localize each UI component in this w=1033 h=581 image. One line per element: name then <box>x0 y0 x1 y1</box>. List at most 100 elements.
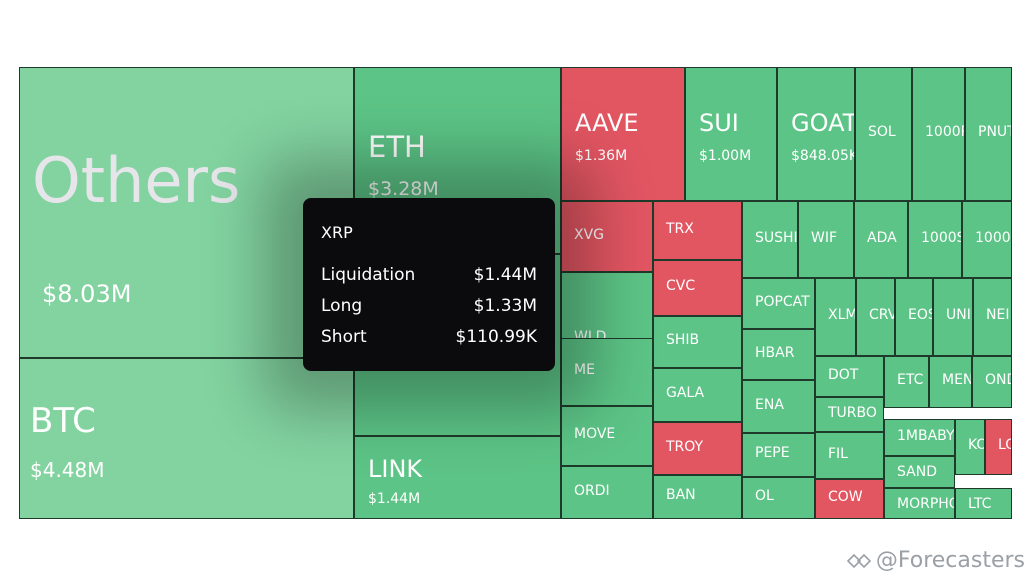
treemap-tile-btc[interactable]: BTC $4.48M <box>19 358 354 519</box>
tile-symbol: OL <box>755 488 774 504</box>
tile-symbol: COW <box>828 489 863 505</box>
treemap-tile-eos[interactable]: EOS <box>895 278 933 356</box>
tile-symbol: 1MBABY <box>897 428 955 444</box>
treemap-tile-ban[interactable]: BAN <box>653 475 742 519</box>
treemap-tile-ond[interactable]: OND <box>972 356 1012 408</box>
treemap-tile-morpho[interactable]: MORPHO <box>884 488 955 519</box>
treemap-tile-xlm[interactable]: XLM <box>815 278 856 356</box>
treemap-tile-me[interactable]: ME <box>561 338 653 406</box>
treemap-tile-shib[interactable]: SHIB <box>653 316 742 368</box>
tooltip-label: Short <box>321 327 367 347</box>
tile-symbol: XLM <box>828 307 856 323</box>
treemap-tile-goat[interactable]: GOAT $848.05K <box>777 67 855 201</box>
treemap-tile-1000b[interactable]: 1000B <box>962 201 1012 278</box>
tile-symbol: TURBO <box>828 405 877 421</box>
treemap-tile-others[interactable]: Others $8.03M <box>19 67 354 358</box>
tile-value: $1.00M <box>699 148 752 164</box>
treemap-tile-sushi[interactable]: SUSHI <box>742 201 798 278</box>
tile-symbol: HBAR <box>755 345 795 361</box>
treemap-tile-1mbaby[interactable]: 1MBABY <box>884 419 955 456</box>
liquidation-treemap: Others$8.03MBTC$4.48METH$3.28MXRP$1.44ML… <box>19 67 1012 519</box>
treemap-tile-sol[interactable]: SOL <box>855 67 912 201</box>
tile-value: $4.48M <box>30 458 105 482</box>
tile-symbol: LINK <box>368 455 423 483</box>
treemap-tile-wif[interactable]: WIF <box>798 201 854 278</box>
treemap-tile-1000s[interactable]: 1000S <box>908 201 962 278</box>
tile-symbol: XVG <box>574 227 605 243</box>
tile-symbol: 1000B <box>975 230 1011 246</box>
tile-symbol: BAN <box>666 487 696 503</box>
tile-symbol: LO <box>998 437 1011 453</box>
treemap-tile-hbar[interactable]: HBAR <box>742 329 815 380</box>
tile-symbol: SUSHI <box>755 230 798 246</box>
treemap-tile-fil[interactable]: FIL <box>815 432 884 479</box>
tile-symbol: OND <box>985 372 1011 388</box>
tile-value: $1.36M <box>575 148 628 164</box>
diamond-logo-icon <box>846 553 871 568</box>
hover-tooltip: XRP Liquidation $1.44M Long $1.33M Short… <box>303 198 555 371</box>
tile-symbol: NEI <box>986 307 1010 323</box>
treemap-tile-crv[interactable]: CRV <box>856 278 895 356</box>
treemap-tile-sui[interactable]: SUI $1.00M <box>685 67 777 201</box>
treemap-tile-ol[interactable]: OL <box>742 477 815 519</box>
treemap-tile-nei[interactable]: NEI <box>973 278 1012 356</box>
treemap-tile-ltc[interactable]: LTC <box>955 488 1012 519</box>
treemap-tile-move[interactable]: MOVE <box>561 406 653 466</box>
tile-symbol: AAVE <box>575 109 639 137</box>
tile-symbol: UNI <box>946 307 971 323</box>
treemap-tile-men[interactable]: MEN <box>929 356 972 408</box>
treemap-tile-sand[interactable]: SAND <box>884 456 955 488</box>
treemap-tile-ko[interactable]: KO <box>955 419 985 475</box>
treemap-tile-ena[interactable]: ENA <box>742 380 815 433</box>
tile-value: $8.03M <box>42 280 132 308</box>
treemap-tile-pnut[interactable]: PNUT <box>965 67 1012 201</box>
watermark: @Forecasters <box>846 548 1025 573</box>
tile-symbol: TRX <box>666 221 694 237</box>
treemap-tile-xvg[interactable]: XVG <box>561 201 653 272</box>
treemap-tile-cvc[interactable]: CVC <box>653 260 742 316</box>
treemap-tile-etc[interactable]: ETC <box>884 356 929 408</box>
tile-symbol: MORPHO <box>897 496 955 512</box>
tile-value: $848.05K <box>791 148 855 164</box>
tile-symbol: ADA <box>867 230 897 246</box>
watermark-text: @Forecasters <box>875 548 1025 573</box>
tooltip-row-long: Long $1.33M <box>321 296 537 316</box>
treemap-tile-dot[interactable]: DOT <box>815 356 884 397</box>
treemap-tile-aave[interactable]: AAVE $1.36M <box>561 67 685 201</box>
tile-symbol: GOAT <box>791 109 855 137</box>
tooltip-label: Liquidation <box>321 265 416 285</box>
treemap-tile-pepe[interactable]: PEPE <box>742 433 815 477</box>
tile-value: $3.28M <box>368 178 439 200</box>
treemap-tile-troy[interactable]: TROY <box>653 422 742 475</box>
tile-symbol: MOVE <box>574 426 616 442</box>
tile-value: $1.44M <box>368 491 421 507</box>
treemap-tile-gala[interactable]: GALA <box>653 368 742 422</box>
treemap-tile-lo[interactable]: LO <box>985 419 1012 475</box>
treemap-tile-ordi[interactable]: ORDI <box>561 466 653 519</box>
tile-symbol: POPCAT <box>755 294 810 310</box>
treemap-tile-1000p[interactable]: 1000P <box>912 67 965 201</box>
tile-symbol: DOT <box>828 367 859 383</box>
tile-symbol: 1000P <box>925 124 965 140</box>
treemap-tile-cow[interactable]: COW <box>815 479 884 519</box>
tile-symbol: MEN <box>942 372 972 388</box>
tile-symbol: SHIB <box>666 332 700 348</box>
treemap-tile-link[interactable]: LINK $1.44M <box>354 436 561 519</box>
tooltip-value: $1.44M <box>473 265 537 285</box>
tile-symbol: WIF <box>811 230 838 246</box>
treemap-tile-uni[interactable]: UNI <box>933 278 973 356</box>
tile-symbol: ENA <box>755 397 784 413</box>
tooltip-value: $1.33M <box>473 296 537 316</box>
tile-symbol: ETC <box>897 372 924 388</box>
tile-symbol: BTC <box>30 401 96 441</box>
tile-symbol: ME <box>574 362 595 378</box>
treemap-tile-trx[interactable]: TRX <box>653 201 742 260</box>
treemap-tile-popcat[interactable]: POPCAT <box>742 278 815 329</box>
treemap-tile-ada[interactable]: ADA <box>854 201 908 278</box>
treemap-tile-turbo[interactable]: TURBO <box>815 397 884 432</box>
tile-symbol: EOS <box>908 307 932 323</box>
tile-symbol: ETH <box>368 130 426 164</box>
tile-symbol: CRV <box>869 307 895 323</box>
tooltip-row-liquidation: Liquidation $1.44M <box>321 265 537 285</box>
tile-symbol: GALA <box>666 385 705 401</box>
